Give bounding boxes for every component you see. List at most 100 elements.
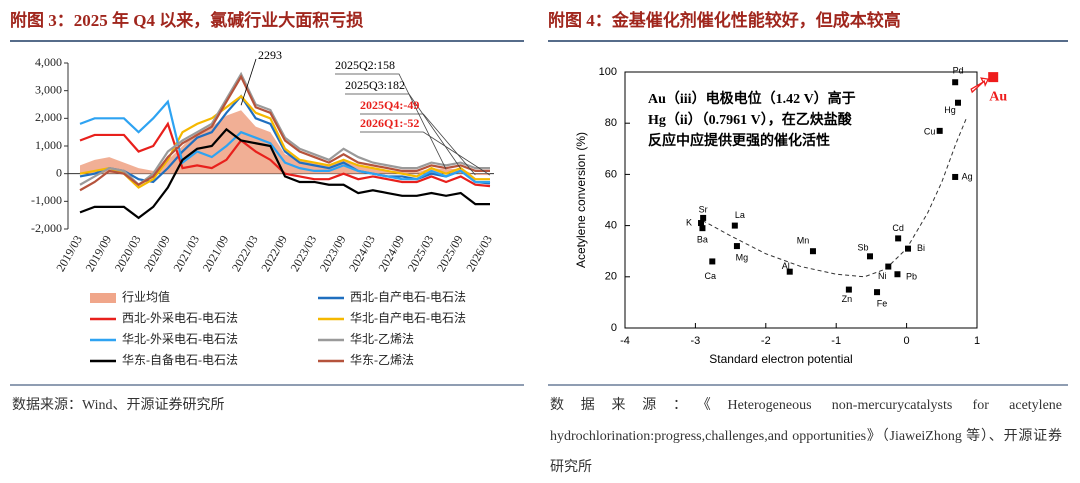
x-tick-label: 2026/03	[463, 233, 495, 274]
point-label: Bi	[917, 243, 925, 253]
point	[809, 248, 816, 255]
figure-title: 附图 4：金基催化剂催化性能较好，但成本较高	[548, 10, 901, 30]
annotation: 2025Q4:-49	[360, 98, 419, 112]
point	[874, 289, 881, 296]
y-tick-label: 3,000	[35, 82, 62, 96]
trend-line	[702, 117, 967, 278]
point-label: Sb	[857, 243, 868, 253]
leader	[345, 93, 462, 169]
point-label: La	[735, 210, 745, 220]
annotation: 2025Q3:182	[345, 78, 405, 92]
x-tick-label: -3	[691, 335, 701, 347]
x-tick-label: 2021/09	[200, 233, 232, 274]
figure-title: 附图 3：2025 年 Q4 以来，氯碱行业大面积亏损	[10, 10, 363, 30]
point	[894, 271, 901, 278]
point-label: Pb	[906, 272, 917, 282]
legend-label: 华北-外采电石-电石法	[122, 332, 238, 346]
y-tick-label: 0	[611, 322, 617, 334]
source-note: 数据来源：Wind、开源证券研究所	[12, 398, 225, 413]
x-tick-label: 2020/03	[112, 233, 144, 274]
y-axis-label: Acetylene conversion (%)	[574, 132, 588, 268]
point	[895, 235, 902, 242]
x-tick-label: -4	[620, 335, 630, 347]
note: Hg（ii）（0.7961 V），在乙炔盐酸	[648, 111, 853, 128]
y-tick-label: 0	[56, 165, 62, 179]
point	[733, 243, 740, 250]
y-tick-label: 4,000	[35, 55, 62, 69]
line	[79, 94, 490, 189]
point	[952, 173, 959, 180]
point	[866, 253, 873, 260]
y-tick-label: 1,000	[35, 138, 62, 152]
note: 反应中应提供更强的催化活性	[648, 132, 830, 149]
point	[699, 225, 706, 232]
x-axis-label: Standard electron potential	[709, 352, 852, 366]
point-label: Al	[782, 261, 790, 271]
x-tick-label: 2025/09	[434, 233, 466, 274]
x-tick-label: -2	[761, 335, 771, 347]
point	[709, 258, 716, 265]
point	[905, 245, 912, 252]
y-tick-label: 80	[605, 117, 617, 129]
legend-label: 行业均值	[122, 289, 170, 304]
point-label: Fe	[877, 299, 888, 309]
point-label: Ag	[962, 171, 973, 181]
x-tick-label: 2023/03	[287, 233, 319, 274]
x-tick-label: 1	[974, 335, 980, 347]
line	[79, 74, 490, 192]
x-tick-label: 2021/03	[170, 233, 202, 274]
point	[731, 222, 738, 229]
point-label: Zn	[842, 294, 853, 304]
point	[885, 263, 892, 270]
legend-label: 华东-乙烯法	[350, 353, 414, 367]
annotation: 2026Q1:-52	[360, 116, 419, 130]
annotation: 2293	[258, 48, 282, 62]
line	[79, 121, 491, 188]
x-tick-label: 0	[904, 335, 910, 347]
point	[936, 127, 943, 134]
point-label: Ba	[697, 235, 708, 245]
annotation: 2025Q2:158	[335, 58, 395, 72]
point-label: K	[686, 217, 692, 227]
legend-label: 华北-自产电石-电石法	[350, 311, 466, 325]
line	[79, 71, 490, 187]
x-tick-label: 2023/09	[317, 233, 349, 274]
x-tick-label: 2025/03	[405, 233, 437, 274]
point	[698, 220, 705, 227]
point-label: Pd	[953, 66, 964, 76]
plot-frame	[624, 71, 978, 329]
x-tick-label: 2019/03	[53, 233, 85, 274]
point-label: Cu	[924, 126, 936, 136]
legend-label: 西北-自产电石-电石法	[350, 290, 466, 304]
leader	[360, 131, 491, 176]
y-tick-label: -1,000	[31, 193, 62, 207]
line	[79, 127, 490, 220]
point-label: Sr	[699, 204, 708, 214]
x-tick-label: 2022/09	[258, 233, 290, 274]
point-label: Ca	[705, 271, 717, 281]
y-tick-label: 40	[605, 220, 617, 232]
legend-label: 华北-乙烯法	[350, 332, 414, 346]
y-tick-label: 60	[605, 168, 617, 180]
point	[845, 286, 852, 293]
x-tick-label: 2020/09	[141, 233, 173, 274]
leader	[335, 73, 447, 170]
point-label: Mn	[797, 236, 810, 246]
source-note: 数据来源：《Heterogeneous non-mercurycatalysts…	[550, 398, 1062, 475]
point-label: Mg	[736, 252, 749, 262]
legend-label: 华东-自备电石-电石法	[122, 353, 238, 367]
y-tick-label: 20	[605, 271, 617, 283]
x-tick-label: 2024/03	[346, 233, 378, 274]
x-tick-label: 2024/09	[375, 233, 407, 274]
y-tick-label: 2,000	[35, 110, 62, 124]
arrow	[970, 77, 990, 94]
point	[700, 214, 707, 221]
x-tick-label: 2022/03	[229, 233, 261, 274]
point-label: Hg	[944, 105, 956, 115]
x-tick-label: 2019/09	[82, 233, 114, 274]
point	[786, 268, 793, 275]
point	[952, 79, 959, 86]
y-tick-label: 100	[599, 66, 617, 78]
